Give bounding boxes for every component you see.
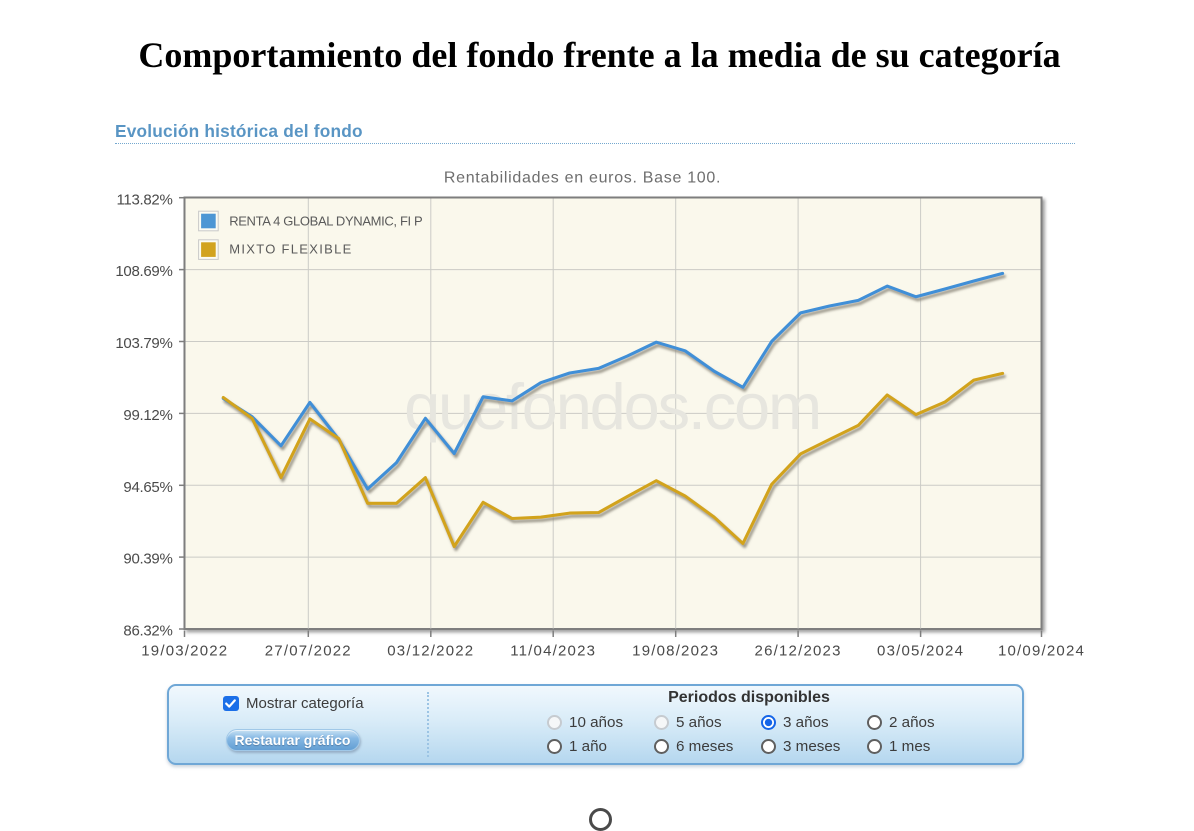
svg-text:quefondos.com: quefondos.com	[404, 370, 820, 443]
svg-text:MIXTO FLEXIBLE: MIXTO FLEXIBLE	[229, 241, 352, 256]
svg-text:27/07/2022: 27/07/2022	[265, 643, 352, 660]
svg-text:RENTA 4 GLOBAL DYNAMIC, FI P: RENTA 4 GLOBAL DYNAMIC, FI P	[229, 214, 422, 229]
svg-text:19/03/2022: 19/03/2022	[141, 643, 228, 660]
svg-text:99.12%: 99.12%	[123, 407, 172, 424]
svg-text:103.79%: 103.79%	[115, 335, 172, 352]
svg-text:19/08/2023: 19/08/2023	[632, 643, 719, 660]
svg-text:86.32%: 86.32%	[123, 623, 172, 640]
svg-text:03/12/2022: 03/12/2022	[387, 643, 474, 660]
svg-text:90.39%: 90.39%	[123, 551, 172, 568]
svg-text:113.82%: 113.82%	[116, 191, 172, 208]
svg-text:03/05/2024: 03/05/2024	[877, 643, 964, 660]
svg-text:10/09/2024: 10/09/2024	[998, 643, 1085, 660]
svg-text:Rentabilidades en euros. Base: Rentabilidades en euros. Base 100.	[444, 170, 721, 187]
svg-text:11/04/2023: 11/04/2023	[510, 643, 596, 660]
svg-text:26/12/2023: 26/12/2023	[755, 643, 842, 660]
svg-text:94.65%: 94.65%	[123, 479, 172, 496]
svg-text:108.69%: 108.69%	[115, 263, 172, 280]
